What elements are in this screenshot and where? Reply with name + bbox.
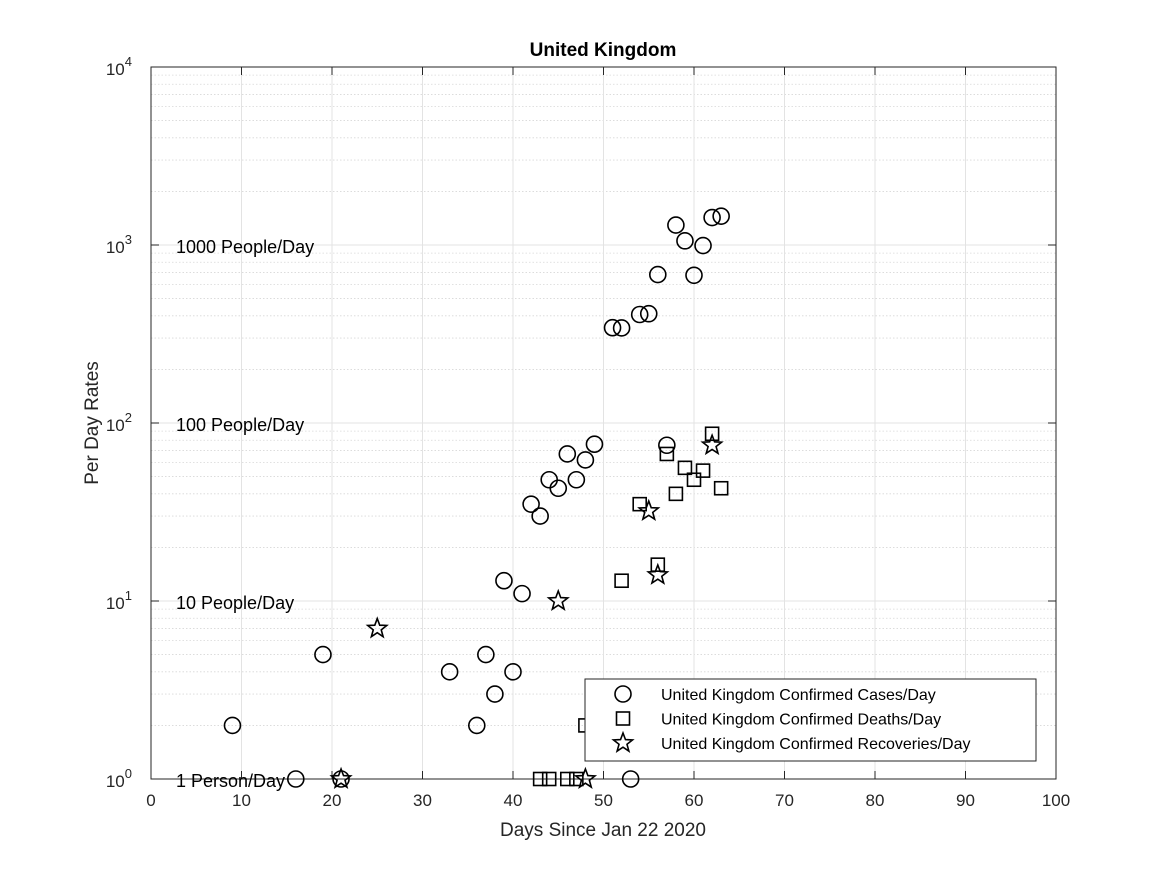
x-tick-label: 80 <box>866 791 885 810</box>
y-axis-label: Per Day Rates <box>82 361 103 485</box>
circle-point <box>676 232 694 250</box>
annotation-text: 100 People/Day <box>176 415 304 435</box>
star-point <box>573 766 598 789</box>
x-tick-label: 50 <box>594 791 613 810</box>
circle-point <box>603 318 622 337</box>
legend-entry: United Kingdom Confirmed Cases/Day <box>661 687 936 704</box>
legend-entry: United Kingdom Confirmed Deaths/Day <box>661 712 941 729</box>
y-tick-label: 104 <box>106 54 132 79</box>
y-tick-label: 103 <box>106 232 132 257</box>
circle-point <box>667 216 685 234</box>
star-point <box>546 588 570 611</box>
circle-point <box>314 645 332 664</box>
circle-point <box>522 495 540 513</box>
annotation-text: 1 Person/Day <box>176 771 285 791</box>
star-point <box>646 562 670 585</box>
circle-point <box>504 663 522 681</box>
circle-point <box>639 304 658 323</box>
square-point <box>650 557 666 572</box>
circle-point <box>621 770 640 788</box>
legend-box <box>584 678 1037 762</box>
circle-point <box>223 716 242 735</box>
data-markers <box>223 207 730 789</box>
circle-point <box>630 305 649 324</box>
y-tick-label: 100 <box>106 766 132 791</box>
circle-point <box>567 470 586 489</box>
legend-star-marker <box>611 730 635 753</box>
square-point <box>614 573 629 589</box>
square-point <box>713 480 729 496</box>
x-tick-label: 70 <box>775 791 794 810</box>
x-tick-label: 40 <box>504 791 523 810</box>
circle-point <box>531 507 549 525</box>
annotations: 1 Person/Day 10 People/Day 100 People/Day 1… <box>176 237 314 791</box>
circle-point <box>513 584 531 603</box>
square-point <box>569 771 584 787</box>
star-point <box>637 498 661 522</box>
x-tick-label: 60 <box>685 791 704 810</box>
circle-point <box>486 685 504 703</box>
star-point <box>700 432 724 456</box>
y-tick-label: 102 <box>106 410 132 435</box>
star-point <box>329 766 353 789</box>
chart-title: United Kingdom <box>530 40 677 61</box>
circle-point <box>703 208 721 227</box>
star-point <box>365 616 389 639</box>
x-tick-label: 100 <box>1042 791 1070 810</box>
square-point <box>541 771 557 787</box>
circle-point <box>694 236 712 255</box>
square-point <box>668 486 684 502</box>
legend: United Kingdom Confirmed Cases/Day United… <box>584 678 1037 762</box>
square-point <box>704 426 720 442</box>
circle-point <box>558 445 577 463</box>
circle-point <box>286 770 305 788</box>
circle-point <box>648 265 667 284</box>
square-point <box>686 472 702 488</box>
x-tick-label: 0 <box>146 791 155 810</box>
circle-point <box>440 663 459 681</box>
circle-point <box>612 319 631 337</box>
circle-point <box>576 451 595 469</box>
square-point <box>677 460 693 476</box>
circle-point <box>495 571 513 590</box>
annotation-text: 10 People/Day <box>176 593 294 613</box>
circle-point <box>477 645 495 664</box>
circle-point <box>712 207 730 225</box>
circle-point <box>467 716 486 735</box>
x-tick-label: 90 <box>956 791 975 810</box>
y-tick-label: 101 <box>106 588 132 613</box>
square-point <box>632 496 648 512</box>
legend-entry: United Kingdom Confirmed Recoveries/Day <box>661 736 970 753</box>
circle-point <box>585 435 604 454</box>
x-axis-label: Days Since Jan 22 2020 <box>500 820 706 841</box>
x-axis: 0 10 20 30 40 50 60 70 80 90 100 <box>146 67 1070 810</box>
x-tick-label: 10 <box>232 791 251 810</box>
legend-square-marker <box>615 711 631 726</box>
legend-circle-marker <box>614 685 632 703</box>
x-tick-label: 30 <box>413 791 432 810</box>
square-point <box>532 771 548 787</box>
y-axis: 100 101 102 103 104 <box>106 54 1056 791</box>
x-tick-label: 20 <box>323 791 342 810</box>
circle-point <box>549 479 568 498</box>
annotation-text: 1000 People/Day <box>176 237 314 257</box>
circle-point <box>685 266 703 285</box>
circle-point <box>658 436 676 455</box>
square-point <box>559 771 575 787</box>
square-point <box>695 463 711 478</box>
square-point <box>659 446 675 462</box>
